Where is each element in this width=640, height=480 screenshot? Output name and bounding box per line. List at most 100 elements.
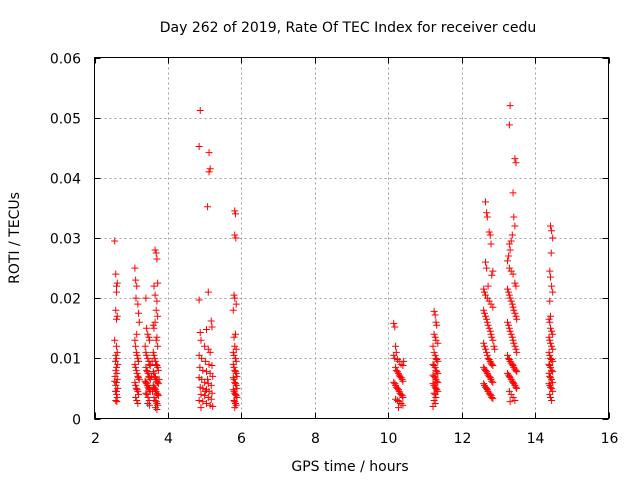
data-point: [546, 324, 554, 332]
data-point: [229, 348, 237, 356]
data-point: [400, 357, 408, 365]
data-point: [546, 267, 554, 275]
data-point: [546, 390, 554, 398]
data-point: [196, 363, 204, 371]
data-point: [197, 404, 205, 412]
data-point: [152, 306, 160, 314]
data-point: [154, 380, 162, 388]
data-point: [230, 351, 238, 359]
data-point: [546, 273, 554, 281]
data-point: [133, 282, 141, 290]
data-point: [146, 375, 154, 383]
data-point: [151, 246, 159, 254]
data-point: [506, 102, 514, 110]
data-point: [398, 392, 406, 400]
data-point: [483, 315, 491, 323]
data-point: [483, 348, 491, 356]
data-point: [507, 297, 515, 305]
data-point: [546, 393, 554, 401]
data-point: [230, 333, 238, 341]
data-point: [488, 393, 496, 401]
data-point: [547, 249, 555, 257]
data-point: [232, 357, 240, 365]
data-point: [545, 333, 553, 341]
data-point: [390, 319, 398, 327]
data-point: [195, 296, 203, 304]
data-point: [149, 348, 157, 356]
data-point: [505, 354, 513, 362]
data-point: [149, 321, 157, 329]
data-point: [485, 324, 493, 332]
data-point: [483, 318, 491, 326]
data-point: [510, 380, 518, 388]
data-point: [232, 300, 240, 308]
data-point: [548, 282, 556, 290]
data-point: [508, 300, 516, 308]
data-point: [482, 258, 490, 266]
data-point: [231, 231, 239, 239]
x-tick-label: 16: [601, 431, 619, 447]
data-point: [205, 149, 213, 157]
data-point: [230, 291, 238, 299]
data-point: [134, 372, 142, 380]
data-point: [548, 356, 556, 364]
x-tick-label: 2: [91, 431, 100, 447]
data-point: [434, 378, 442, 386]
data-point: [154, 342, 162, 350]
y-tick-label: 0.02: [50, 292, 81, 308]
data-point: [232, 381, 240, 389]
data-point: [131, 336, 139, 344]
data-point: [142, 389, 150, 397]
data-point: [206, 348, 214, 356]
data-point: [201, 392, 209, 400]
data-point: [230, 375, 238, 383]
data-point: [132, 348, 140, 356]
data-point: [508, 333, 516, 341]
data-point: [204, 380, 212, 388]
data-point: [198, 354, 206, 362]
data-point: [431, 351, 439, 359]
data-point: [208, 389, 216, 397]
data-point: [231, 207, 239, 215]
data-point: [232, 369, 240, 377]
data-point: [143, 390, 151, 398]
data-point: [483, 213, 491, 221]
data-point: [233, 393, 241, 401]
data-point: [153, 297, 161, 305]
data-point: [231, 368, 239, 376]
data-point: [113, 378, 121, 386]
x-tick-label: 6: [237, 431, 246, 447]
data-point: [488, 333, 496, 341]
data-point: [512, 345, 520, 353]
data-point: [131, 360, 139, 368]
data-point: [201, 387, 209, 395]
data-point: [546, 362, 554, 370]
data-point: [506, 374, 514, 382]
data-point: [391, 380, 399, 388]
data-point: [432, 336, 440, 344]
x-tick-label: 10: [380, 431, 398, 447]
data-point: [489, 336, 497, 344]
data-point: [230, 387, 238, 395]
data-point: [143, 351, 151, 359]
data-point: [480, 339, 488, 347]
x-tick-label: 12: [454, 431, 472, 447]
data-point: [151, 374, 159, 382]
data-point: [153, 362, 161, 370]
y-axis-label: ROTI / TECUs: [7, 192, 23, 284]
data-point: [143, 324, 151, 332]
data-point: [142, 294, 150, 302]
data-point: [511, 222, 519, 230]
data-point: [149, 381, 157, 389]
data-point: [135, 309, 143, 317]
data-point: [202, 368, 210, 376]
data-point: [150, 324, 158, 332]
data-point: [509, 270, 517, 278]
data-point: [146, 336, 154, 344]
data-point: [490, 342, 498, 350]
data-point: [504, 257, 512, 265]
data-point: [394, 386, 402, 394]
data-point: [546, 297, 554, 305]
data-point: [151, 318, 159, 326]
data-point: [505, 356, 513, 364]
